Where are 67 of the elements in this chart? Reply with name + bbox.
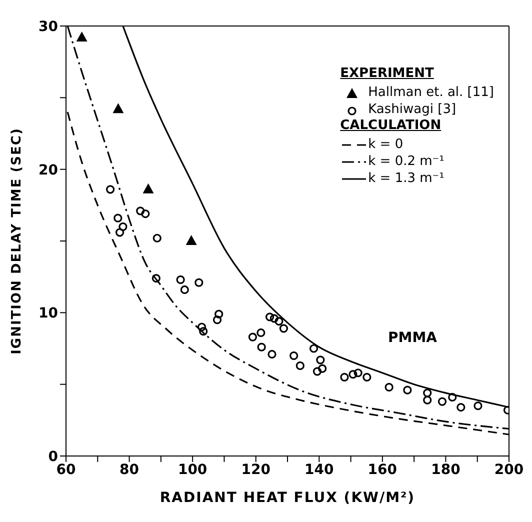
legend-label: Hallman et. al. [11]	[368, 85, 494, 100]
point	[279, 324, 288, 333]
y-tick-label: 10	[38, 306, 58, 322]
x-tick-label: 140	[304, 462, 334, 478]
point	[76, 31, 88, 42]
point	[423, 396, 432, 404]
point	[474, 402, 482, 410]
point	[214, 310, 224, 318]
point	[256, 328, 266, 338]
legend-label: k = 0	[368, 137, 404, 152]
x-tick-label: 100	[178, 462, 208, 478]
point	[312, 367, 322, 376]
point	[257, 342, 266, 352]
point	[348, 370, 358, 379]
point	[112, 103, 124, 114]
y-axis-title: IGNITION DELAY TIME (SEC)	[10, 128, 25, 354]
point	[296, 361, 304, 370]
point	[265, 312, 274, 322]
x-tick-label: 160	[368, 462, 398, 478]
x-tick-label: 180	[431, 462, 461, 478]
point	[106, 185, 115, 194]
x-tick-label: 200	[494, 462, 524, 478]
x-tick-label: 60	[56, 462, 76, 478]
point	[176, 275, 185, 284]
point	[186, 235, 197, 245]
point	[270, 314, 279, 323]
y-tick-label: 0	[48, 448, 58, 465]
point	[118, 222, 128, 231]
point	[362, 372, 372, 382]
point	[212, 316, 222, 324]
point	[180, 285, 189, 294]
point	[309, 344, 318, 353]
point	[290, 351, 298, 360]
point	[199, 327, 208, 336]
point	[115, 228, 124, 237]
x-tick-label: 80	[120, 462, 140, 478]
y-tick-label: 20	[38, 162, 58, 178]
point	[248, 332, 257, 342]
y-tick-label: 30	[38, 18, 58, 35]
point	[152, 234, 162, 242]
point	[136, 206, 145, 216]
point	[354, 368, 362, 378]
point	[141, 209, 150, 218]
annotation: EXPERIMENT	[340, 66, 435, 83]
point	[152, 274, 160, 283]
point	[340, 372, 349, 382]
annotation: CALCULATION	[340, 118, 442, 135]
legend-label: Kashiwagi [3]	[368, 102, 456, 117]
point	[438, 397, 447, 406]
point	[197, 322, 206, 332]
point	[403, 386, 412, 394]
point	[448, 392, 457, 402]
point	[114, 214, 122, 222]
point	[316, 356, 325, 364]
point	[194, 278, 204, 287]
x-axis-title: RADIANT HEAT FLUX (KW/M²)	[160, 490, 416, 506]
x-tick-label: 120	[241, 462, 271, 478]
point	[268, 350, 276, 359]
legend-label: k = 0.2 m⁻¹	[368, 154, 444, 169]
point	[274, 316, 284, 326]
point	[142, 183, 154, 194]
point	[456, 402, 466, 412]
point	[318, 364, 327, 373]
annotation: PMMA	[388, 330, 437, 346]
point	[423, 388, 432, 398]
legend-label: k = 1.3 m⁻¹	[368, 171, 444, 186]
point	[384, 382, 394, 392]
